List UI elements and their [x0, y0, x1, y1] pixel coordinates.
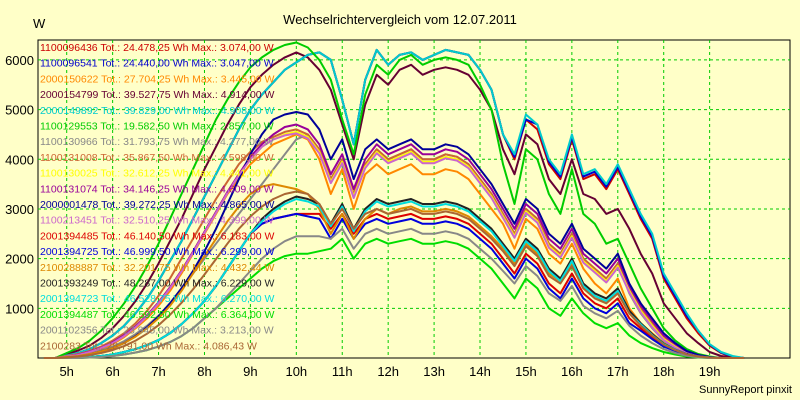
legend-entry-10: 1100131074 Tot.: 34.146,25 Wh Max.: 4.60… [40, 183, 274, 195]
x-tick-label: 14h [469, 364, 491, 379]
chart-title: Wechselrichtervergleich vom 12.07.2011 [283, 12, 517, 27]
series-line-4 [43, 51, 745, 359]
legend-entry-18: 2001394487 Tot.: 46.592,50 Wh Max.: 6.36… [40, 309, 275, 321]
y-tick-label: 2000 [5, 252, 34, 267]
legend-entry-7: 1100130966 Tot.: 31.793,75 Wh Max.: 4.27… [40, 136, 274, 148]
series-line-6 [43, 41, 745, 359]
legend-entry-9: 1100130025 Tot.: 32.612,25 Wh Max.: 4.44… [40, 168, 274, 180]
legend-entry-6: 1100129553 Tot.: 19.582,50 Wh Max.: 2.85… [40, 121, 274, 133]
legend-entry-12: 1100213451 Tot.: 32.510,25 Wh Max.: 4.39… [40, 215, 274, 227]
x-tick-label: 18h [653, 364, 675, 379]
series-layer [43, 41, 745, 359]
y-tick-label: 5000 [5, 103, 34, 118]
x-tick-label: 12h [377, 364, 399, 379]
legend-entry-5: 2000149892 Tot.: 39.829,00 Wh Max.: 4.90… [40, 105, 275, 117]
legend-entry-17: 2001394723 Tot.: 46.528,75 Wh Max.: 6.27… [40, 293, 275, 305]
x-tick-label: 17h [607, 364, 629, 379]
x-tick-label: 10h [285, 364, 307, 379]
y-tick-label: 4000 [5, 152, 34, 167]
legend-entry-20: 2100283 Tot.: 28.791,00 Wh Max.: 4.086,4… [40, 340, 257, 352]
x-tick-label: 5h [59, 364, 73, 379]
x-tick-label: 6h [105, 364, 119, 379]
legend-entry-8: 1100131008 Tot.: 35.867,50 Wh Max.: 4.59… [40, 152, 274, 164]
series-line-20 [43, 190, 745, 359]
legend-entry-11: 2000001478 Tot.: 39.272,25 Wh Max.: 4.86… [40, 199, 275, 211]
series-line-12 [43, 132, 745, 359]
y-tick-label: 1000 [5, 301, 34, 316]
credit-text: SunnyReport pinxit [699, 384, 792, 396]
axes: 5h 6h 7h 8h 9h 10h 11h 12h 13h 14h 15h 16h 17h 18h 19h… [5, 53, 720, 379]
x-tick-label: 8h [197, 364, 211, 379]
y-axis-label: W [33, 16, 46, 31]
x-tick-label: 19h [699, 364, 721, 379]
legend-entry-15: 2100288887 Tot.: 32.201,75 Wh Max.: 4.43… [40, 262, 275, 274]
legend-entry-16: 2001393249 Tot.: 48.287,00 Wh Max.: 6.22… [40, 278, 275, 290]
legend-entry-4: 2000154799 Tot.: 39.527,75 Wh Max.: 4.91… [40, 89, 275, 101]
x-tick-label: 16h [561, 364, 583, 379]
y-tick-label: 3000 [5, 202, 34, 217]
legend-entry-1: 1100096436 Tot.: 24.478,25 Wh Max.: 3.07… [40, 42, 274, 54]
legend-entry-2: 1100096541 Tot.: 24.440,00 Wh Max.: 3.04… [40, 58, 274, 70]
series-line-3 [43, 133, 745, 359]
x-tick-label: 9h [243, 364, 257, 379]
series-line-19 [43, 227, 745, 359]
y-tick-label: 6000 [5, 53, 34, 68]
series-line-8 [43, 128, 745, 359]
x-tick-label: 11h [332, 364, 353, 379]
legend-entry-19: 2001102356 Tot.: 23.945,00 Wh Max.: 3.21… [40, 325, 274, 337]
x-tick-label: 13h [423, 364, 445, 379]
x-tick-label: 7h [151, 364, 165, 379]
legend: 1100096436 Tot.: 24.478,25 Wh Max.: 3.07… [40, 42, 275, 352]
legend-entry-3: 2000150622 Tot.: 27.704,25 Wh Max.: 3.44… [40, 73, 275, 85]
legend-entry-14: 2001394725 Tot.: 46.999,50 Wh Max.: 6.29… [40, 246, 275, 258]
legend-entry-13: 2001394485 Tot.: 46.140,50 Wh Max.: 6.18… [40, 230, 275, 242]
series-line-5 [43, 48, 745, 359]
x-tick-label: 15h [515, 364, 537, 379]
series-line-11 [43, 111, 745, 359]
